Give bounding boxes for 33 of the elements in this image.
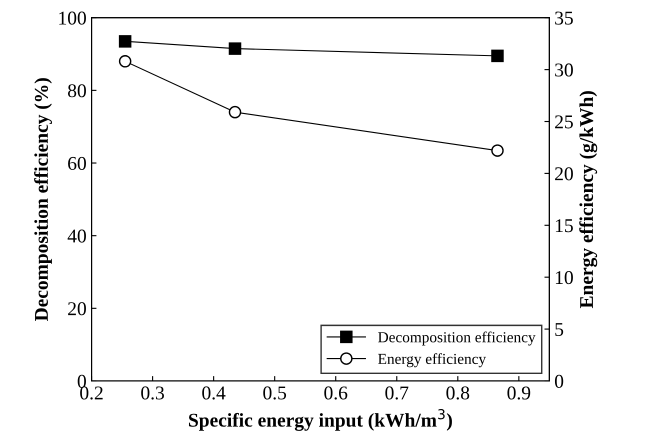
point (228, 42, 242, 55)
legend-label: Decomposition efficiency (378, 331, 536, 346)
x-tick-label: 0.8 (446, 386, 470, 400)
point (491, 50, 504, 62)
y-tick-label: 100 (59, 12, 86, 25)
y-tick-label: 40 (68, 229, 86, 243)
y2-tick-label: 10 (556, 271, 573, 284)
y2-tick-label: 15 (556, 219, 573, 232)
y-axis-title: Decomposition efficiency (%) (34, 78, 52, 322)
point (228, 106, 242, 118)
x-tick-label: 0.5 (263, 386, 286, 400)
y-tick-label: 20 (68, 302, 86, 316)
x-tick-label: 0.6 (324, 386, 348, 400)
x-tick-label: 0.2 (80, 386, 103, 400)
y2-tick-label: 20 (555, 167, 573, 180)
y-tick-label: 0 (78, 374, 86, 388)
legend-label: Energy efficiency (378, 353, 486, 368)
y2-tick-label: 5 (555, 323, 564, 336)
point (118, 55, 132, 68)
x-tick-label: 0.4 (202, 386, 226, 400)
y-tick-label: 60 (68, 156, 86, 170)
x-tick-label: 0.7 (385, 386, 408, 400)
y2-axis-title: Energy efficiency (g/kWh) (579, 91, 598, 308)
y-tick-label: 80 (68, 84, 86, 98)
y2-tick-label: 25 (555, 115, 573, 128)
y2-tick-label: 0 (554, 374, 564, 388)
y2-tick-label: 30 (555, 63, 573, 77)
y2-tick-label: 35 (555, 12, 573, 25)
point (491, 144, 504, 157)
point (118, 35, 132, 48)
x-axis-title: Specific energy input (kWh/m$^{3}$) (188, 409, 452, 431)
x-tick-label: 0.3 (141, 386, 164, 400)
x-tick-label: 0.9 (507, 386, 530, 400)
